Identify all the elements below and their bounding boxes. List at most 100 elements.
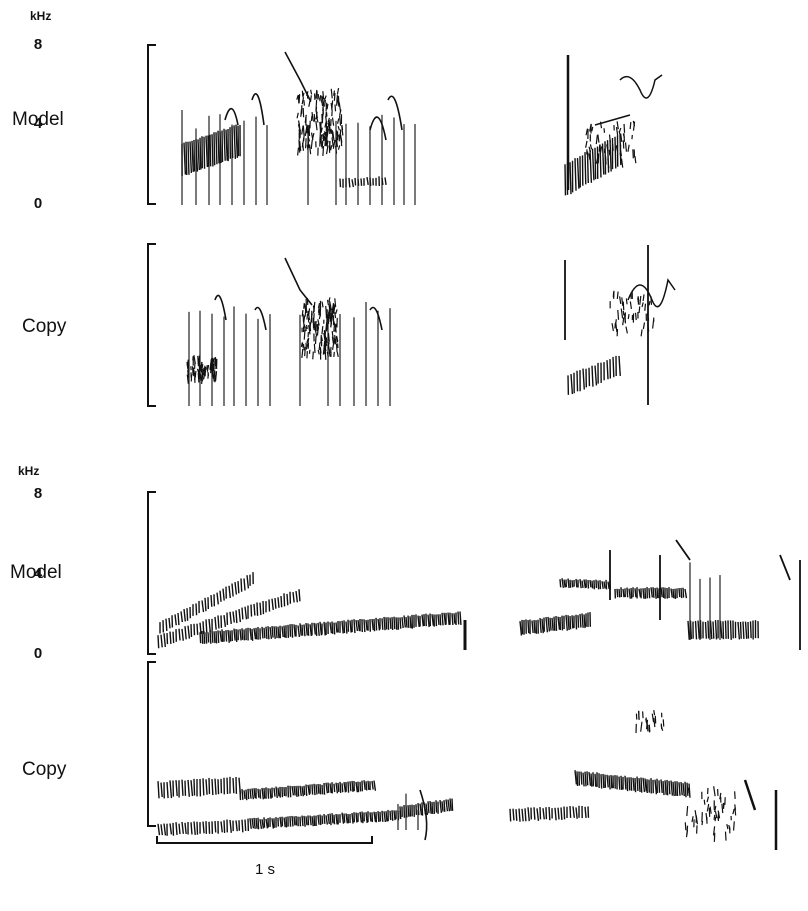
- spectrogram-trace: [284, 626, 285, 638]
- spectrogram-trace: [186, 142, 187, 175]
- spectrogram-trace: [714, 815, 715, 820]
- spectrogram-trace: [558, 617, 559, 630]
- spectrogram-trace: [170, 632, 171, 644]
- spectrogram-trace: [214, 371, 215, 380]
- spectrogram-trace: [617, 121, 618, 129]
- scale-label: 1 s: [255, 861, 275, 878]
- spectrogram-trace: [187, 608, 188, 621]
- spectrogram-trace: [448, 613, 449, 625]
- spectrogram-trace: [314, 313, 315, 322]
- spectrogram-trace: [460, 611, 461, 624]
- spectrogram-trace: [731, 620, 732, 639]
- spectrogram-trace: [185, 626, 186, 639]
- spectrogram-trace: [332, 621, 333, 633]
- spectrogram-trace: [617, 589, 618, 597]
- spectrogram-trace: [349, 178, 350, 188]
- spectrogram-trace: [525, 808, 526, 821]
- spectrogram-trace: [340, 129, 341, 137]
- spectrogram-trace: [534, 620, 535, 633]
- spectrogram-trace: [651, 296, 652, 305]
- spectrogram-trace: [254, 628, 255, 639]
- spectrogram-trace: [212, 359, 213, 364]
- spectrogram-trace: [302, 349, 303, 358]
- spectrogram-trace: [290, 816, 291, 827]
- spectrogram-trace: [281, 596, 282, 607]
- spectrogram-trace: [611, 775, 612, 788]
- spectrogram-trace: [643, 588, 644, 598]
- spectrogram-trace: [270, 627, 271, 639]
- spectrogram-trace: [344, 814, 345, 823]
- spectrogram-trace: [746, 622, 747, 639]
- spectrogram-trace: [321, 138, 322, 147]
- spectrogram-trace: [220, 631, 221, 642]
- spectrogram-trace: [340, 782, 341, 793]
- spectrogram-trace: [333, 343, 334, 350]
- spectrogram-trace: [593, 149, 594, 181]
- spectrogram-trace: [671, 781, 672, 796]
- spectrogram-trace: [301, 343, 302, 347]
- spectrogram-trace: [374, 812, 375, 822]
- spectrogram-trace: [200, 632, 201, 643]
- spectrogram-trace: [624, 124, 625, 133]
- spectrogram-trace: [695, 810, 696, 818]
- spectrogram-trace: [296, 786, 297, 797]
- spectrogram-trace: [618, 310, 619, 320]
- spectrogram-trace: [444, 800, 445, 812]
- spectrogram-trace: [619, 589, 620, 598]
- spectrogram-trace: [272, 599, 273, 610]
- spectrogram-trace: [218, 630, 219, 643]
- spectrogram-trace: [337, 344, 338, 352]
- spectrogram-trace: [316, 623, 317, 636]
- spectrogram-trace: [314, 784, 315, 795]
- spectrogram-trace: [320, 95, 321, 101]
- spectrogram-trace: [688, 621, 689, 640]
- spectrogram-trace: [206, 619, 207, 632]
- spectrogram-trace: [306, 343, 307, 350]
- spectrogram-trace: [586, 141, 587, 148]
- spectrogram-trace: [324, 622, 325, 636]
- spectrogram-trace: [422, 615, 423, 627]
- spectrogram-trace: [384, 617, 385, 630]
- spectrogram-trace: [285, 258, 312, 305]
- spectrogram-trace: [655, 780, 656, 795]
- spectrogram-trace: [238, 581, 239, 593]
- spectrogram-trace: [206, 779, 207, 794]
- spectrogram-trace: [667, 780, 668, 795]
- spectrogram-trace: [318, 815, 319, 825]
- spectrogram-trace: [592, 127, 593, 131]
- spectrogram-trace: [341, 139, 342, 146]
- spectrogram-trace: [576, 807, 577, 818]
- row-label: Model: [12, 109, 64, 130]
- spectrogram-trace: [330, 814, 331, 826]
- spectrogram-trace: [314, 344, 315, 353]
- spectrogram-trace: [161, 824, 162, 835]
- spectrogram-trace: [352, 781, 353, 792]
- spectrogram-trace: [250, 789, 251, 799]
- spectrogram-trace: [182, 629, 183, 641]
- spectrogram-trace: [304, 624, 305, 636]
- spectrogram-trace: [245, 819, 246, 830]
- spectrogram-trace: [386, 811, 387, 821]
- spectrogram-trace: [610, 540, 800, 650]
- spectrogram-trace: [604, 582, 605, 589]
- spectrogram-trace: [361, 178, 362, 185]
- spectrogram-trace: [713, 622, 714, 639]
- spectrogram-trace: [454, 613, 455, 623]
- spectrogram-trace: [331, 145, 332, 150]
- spectrogram-trace: [607, 360, 608, 379]
- row-label: Copy: [22, 316, 67, 337]
- spectrogram-trace: [586, 129, 587, 136]
- spectrogram-trace: [195, 371, 196, 377]
- spectrogram-trace: [382, 178, 383, 185]
- spectrogram-trace: [708, 621, 709, 639]
- spectrogram-trace: [299, 589, 300, 601]
- spectrogram-trace: [585, 807, 586, 818]
- spectrogram-trace: [645, 778, 646, 791]
- spectrogram-trace: [328, 814, 329, 824]
- spectrogram-trace: [308, 785, 309, 795]
- spectrogram-trace: [191, 780, 192, 796]
- spectrogram-trace: [440, 800, 441, 813]
- spectrogram-trace: [558, 808, 559, 820]
- row-label: Model: [10, 562, 62, 583]
- spectrogram-trace: [390, 811, 391, 820]
